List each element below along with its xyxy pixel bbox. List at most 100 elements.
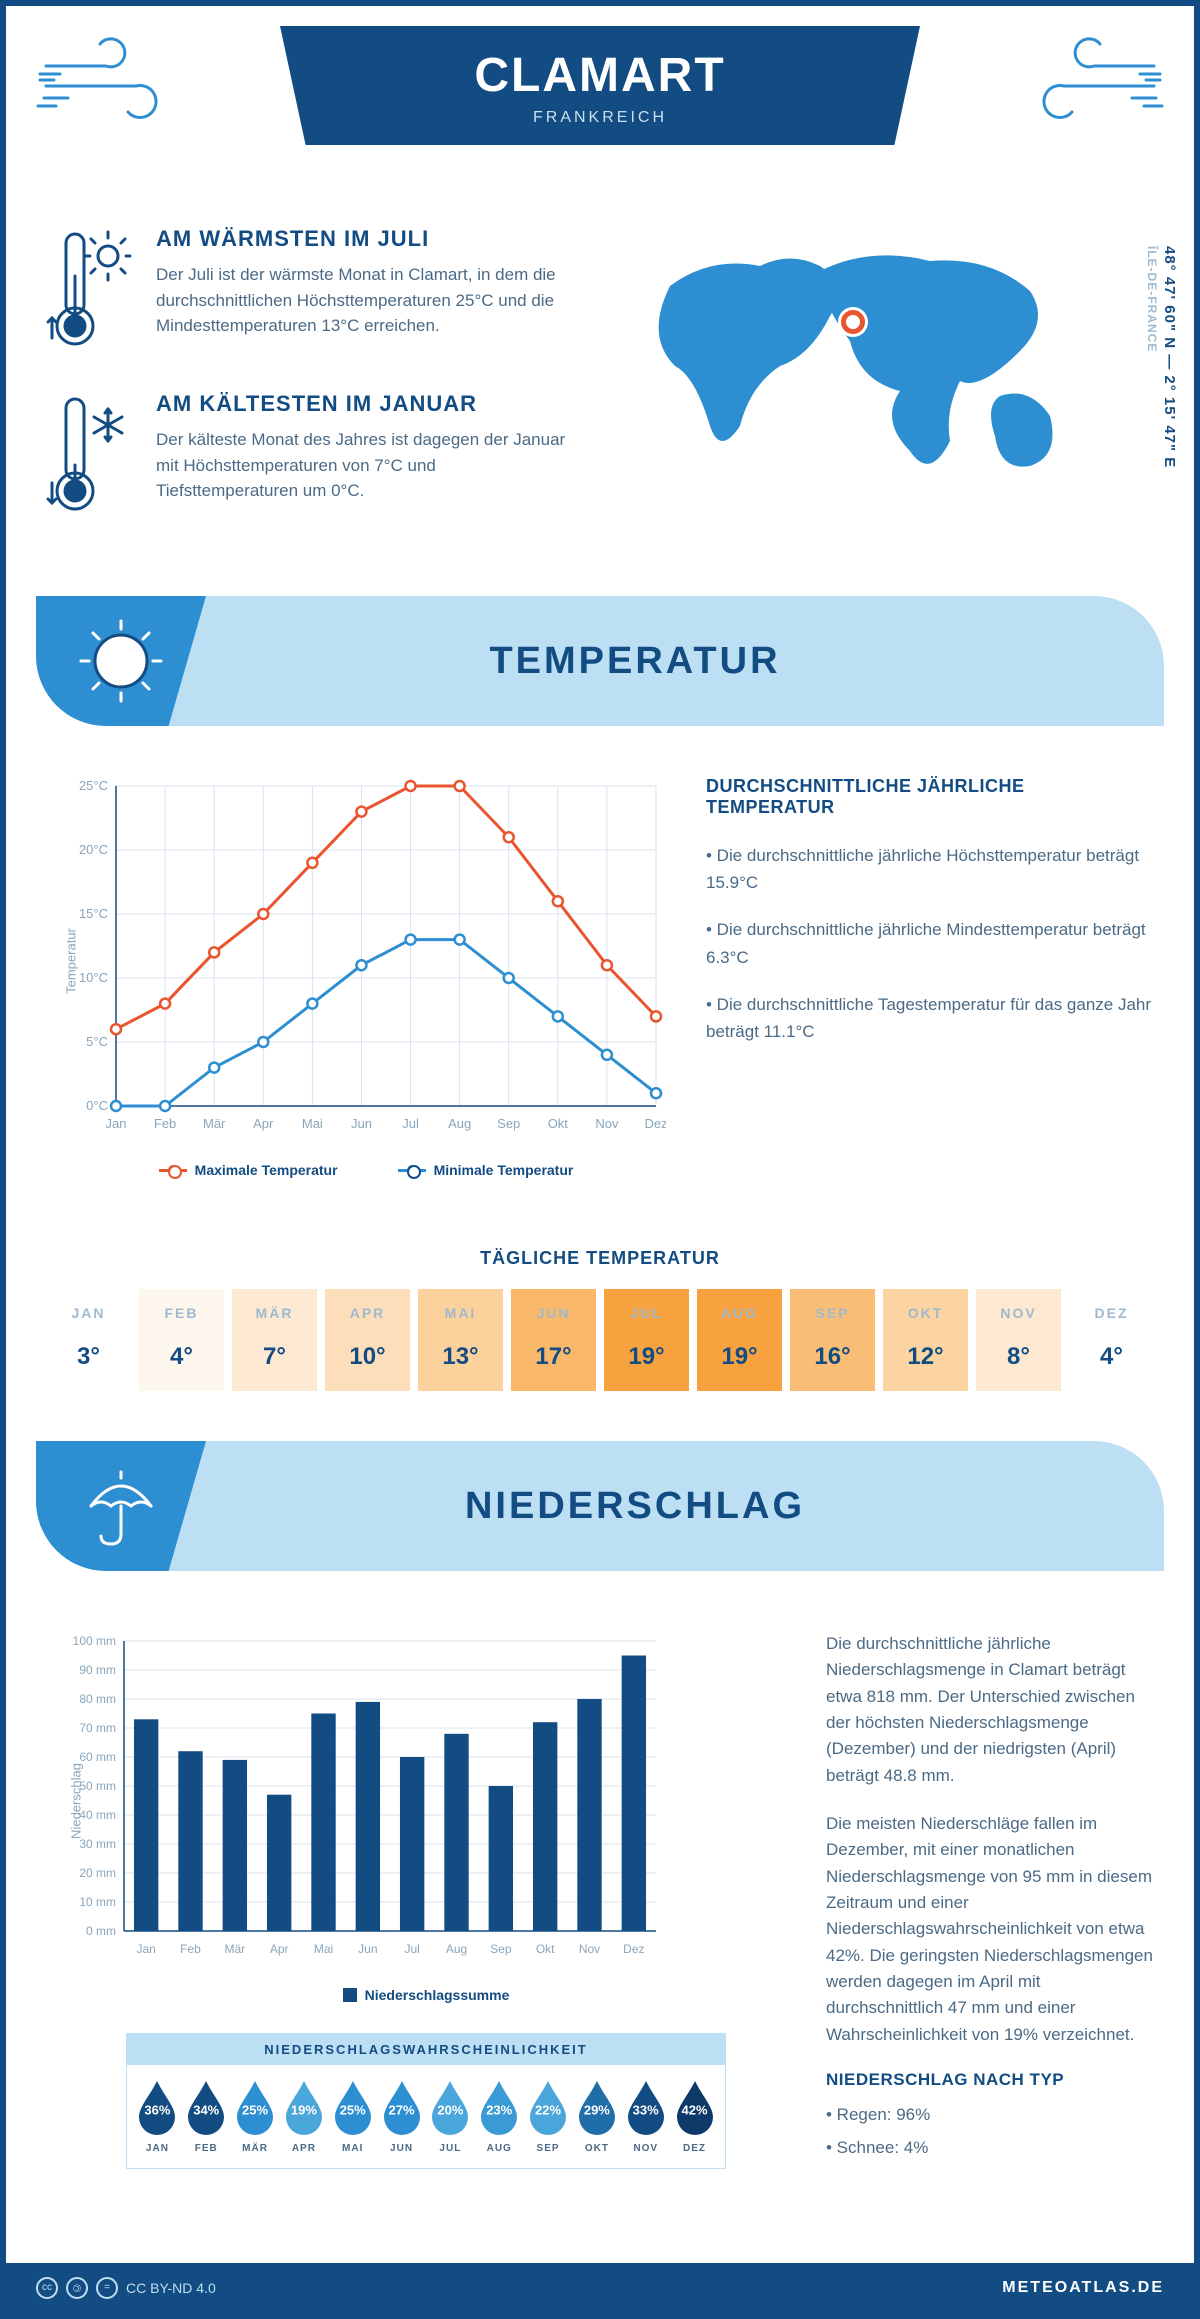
precip-legend-label: Niederschlagssumme (365, 1987, 510, 2003)
svg-text:60 mm: 60 mm (79, 1750, 116, 1764)
probability-cell: 36% JAN (135, 2079, 180, 2154)
probability-cell: 20% JUL (428, 2079, 473, 2154)
probability-month: OKT (574, 2143, 619, 2154)
footer: cc 🄯 = CC BY-ND 4.0 METEOATLAS.DE (6, 2263, 1194, 2313)
temp-y-axis-label: Temperatur (63, 928, 78, 994)
daily-cell: JUL19° (604, 1289, 689, 1391)
daily-month: NOV (976, 1305, 1061, 1321)
svg-text:10°C: 10°C (79, 970, 108, 985)
daily-month: FEB (139, 1305, 224, 1321)
daily-value: 4° (1069, 1343, 1154, 1371)
probability-month: FEB (184, 2143, 229, 2154)
raindrop-icon: 20% (428, 2079, 472, 2135)
temp-summary-p3: • Die durchschnittliche Tagestemperatur … (706, 991, 1154, 1045)
info-left: AM WÄRMSTEN IM JULI Der Juli ist der wär… (46, 226, 580, 556)
daily-month: APR (325, 1305, 410, 1321)
raindrop-icon: 22% (526, 2079, 570, 2135)
svg-text:Nov: Nov (595, 1116, 619, 1131)
city-title: CLAMART (280, 48, 920, 103)
daily-temp-strip: JAN3°FEB4°MÄR7°APR10°MAI13°JUN17°JUL19°A… (6, 1289, 1194, 1441)
precipitation-bar-chart: Niederschlag 0 mm10 mm20 mm30 mm40 mm50 … (66, 1631, 666, 1971)
probability-month: AUG (477, 2143, 522, 2154)
probability-value: 19% (291, 2102, 317, 2117)
daily-cell: SEP16° (790, 1289, 875, 1391)
probability-value: 20% (437, 2102, 463, 2117)
daily-value: 8° (976, 1343, 1061, 1371)
daily-cell: MAI13° (418, 1289, 503, 1391)
daily-month: OKT (883, 1305, 968, 1321)
temp-summary-title: DURCHSCHNITTLICHE JÄHRLICHE TEMPERATUR (706, 776, 1154, 818)
license: cc 🄯 = CC BY-ND 4.0 (36, 2277, 216, 2299)
daily-value: 13° (418, 1343, 503, 1371)
daily-value: 4° (139, 1343, 224, 1371)
daily-value: 10° (325, 1343, 410, 1371)
probability-cell: 25% MÄR (233, 2079, 278, 2154)
coords-text: 48° 47' 60" N — 2° 15' 47" E (1161, 246, 1178, 468)
svg-text:Sep: Sep (497, 1116, 520, 1131)
cc-nd-icon: = (96, 2277, 118, 2299)
daily-cell: DEZ 4° (1069, 1289, 1154, 1391)
daily-value: 19° (697, 1343, 782, 1371)
map-pin-icon (841, 310, 865, 334)
legend-min: Minimale Temperatur (398, 1162, 574, 1178)
temp-chart-col: Temperatur 0°C5°C10°C15°C20°C25°CJanFebM… (66, 776, 666, 1178)
precip-text-col: Die durchschnittliche jährliche Niedersc… (826, 1631, 1154, 2183)
probability-value: 25% (242, 2102, 268, 2117)
raindrop-icon: 34% (184, 2079, 228, 2135)
thermometer-cold-icon (46, 391, 136, 526)
probability-month: MAI (330, 2143, 375, 2154)
probability-cell: 22% SEP (526, 2079, 571, 2154)
probability-panel: NIEDERSCHLAGSWAHRSCHEINLICHKEIT 36% JAN … (126, 2033, 726, 2169)
svg-text:Aug: Aug (446, 1942, 467, 1956)
probability-cell: 29% OKT (574, 2079, 619, 2154)
temp-area: Temperatur 0°C5°C10°C15°C20°C25°CJanFebM… (6, 756, 1194, 1218)
temp-summary-p1: • Die durchschnittliche jährliche Höchst… (706, 842, 1154, 896)
coldest-title: AM KÄLTESTEN IM JANUAR (156, 391, 580, 417)
svg-text:Feb: Feb (180, 1942, 201, 1956)
probability-month: APR (281, 2143, 326, 2154)
svg-text:Feb: Feb (154, 1116, 176, 1131)
probability-value: 34% (193, 2102, 219, 2117)
svg-text:5°C: 5°C (86, 1034, 108, 1049)
temp-section-banner: TEMPERATUR (36, 596, 1164, 726)
probability-value: 23% (486, 2102, 512, 2117)
probability-month: DEZ (672, 2143, 717, 2154)
svg-text:Jan: Jan (136, 1942, 155, 1956)
svg-text:Jul: Jul (402, 1116, 419, 1131)
raindrop-icon: 42% (673, 2079, 717, 2135)
warmest-block: AM WÄRMSTEN IM JULI Der Juli ist der wär… (46, 226, 580, 361)
daily-value: 7° (232, 1343, 317, 1371)
probability-value: 42% (682, 2102, 708, 2117)
svg-text:Mai: Mai (302, 1116, 323, 1131)
region-text: ÎLE-DE-FRANCE (1145, 246, 1159, 352)
svg-text:25°C: 25°C (79, 778, 108, 793)
svg-text:Jun: Jun (351, 1116, 372, 1131)
probability-value: 25% (340, 2102, 366, 2117)
svg-text:15°C: 15°C (79, 906, 108, 921)
daily-value: 17° (511, 1343, 596, 1371)
svg-text:10 mm: 10 mm (79, 1895, 116, 1909)
daily-month: DEZ (1069, 1305, 1154, 1321)
legend-min-label: Minimale Temperatur (434, 1162, 574, 1178)
temp-legend: Maximale Temperatur Minimale Temperatur (66, 1162, 666, 1178)
brand: METEOATLAS.DE (1002, 2279, 1164, 2297)
svg-text:0°C: 0°C (86, 1098, 108, 1113)
probability-value: 36% (144, 2102, 170, 2117)
svg-text:40 mm: 40 mm (79, 1808, 116, 1822)
precip-section-title: NIEDERSCHLAG (206, 1485, 1164, 1528)
temp-summary: DURCHSCHNITTLICHE JÄHRLICHE TEMPERATUR •… (706, 776, 1154, 1178)
probability-month: JUN (379, 2143, 424, 2154)
temp-section-title: TEMPERATUR (206, 640, 1164, 683)
precip-type-rain: • Regen: 96% (826, 2102, 1154, 2128)
warmest-text-col: AM WÄRMSTEN IM JULI Der Juli ist der wär… (156, 226, 580, 339)
daily-month: JAN (46, 1305, 131, 1321)
svg-text:Mai: Mai (314, 1942, 333, 1956)
raindrop-icon: 23% (477, 2079, 521, 2135)
temperature-line-chart: Temperatur 0°C5°C10°C15°C20°C25°CJanFebM… (66, 776, 666, 1146)
header: CLAMART FRANKREICH (6, 6, 1194, 206)
title-ribbon: CLAMART FRANKREICH (280, 26, 920, 145)
probability-cell: 19% APR (281, 2079, 326, 2154)
legend-max-label: Maximale Temperatur (195, 1162, 338, 1178)
precip-p2: Die meisten Niederschläge fallen im Deze… (826, 1811, 1154, 2048)
svg-text:20°C: 20°C (79, 842, 108, 857)
